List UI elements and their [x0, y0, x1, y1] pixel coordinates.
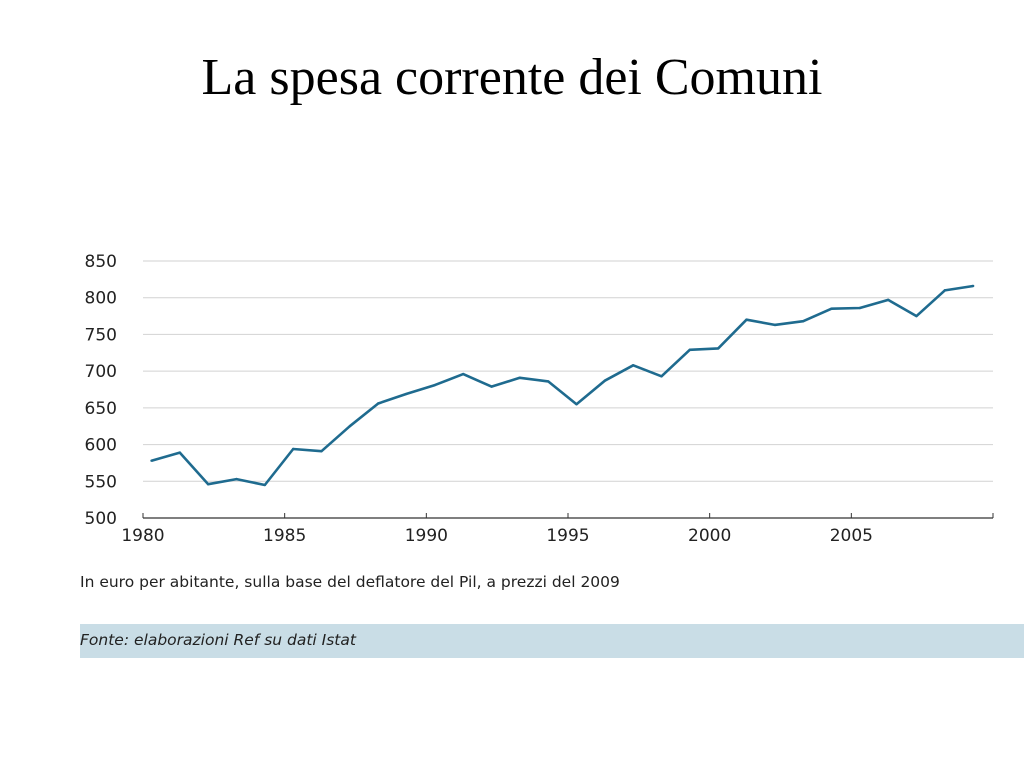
- data-point: [263, 483, 267, 487]
- x-axis: [142, 513, 994, 519]
- data-point: [291, 447, 295, 451]
- data-point: [858, 306, 862, 310]
- data-point: [150, 459, 153, 462]
- x-tick-label: 2005: [830, 526, 873, 546]
- data-point: [348, 425, 352, 428]
- data-point: [320, 449, 323, 453]
- data-point: [405, 392, 408, 396]
- data-point: [603, 379, 607, 382]
- y-tick-label: 550: [85, 472, 117, 492]
- data-point: [886, 298, 890, 302]
- data-point: [206, 483, 210, 486]
- y-tick-label: 650: [85, 399, 117, 419]
- data-point: [943, 289, 947, 292]
- series-line: [151, 284, 974, 487]
- data-point: [546, 380, 550, 383]
- data-point: [376, 402, 380, 405]
- data-point: [575, 402, 578, 406]
- x-tick-label: 1995: [546, 526, 589, 546]
- data-point: [235, 477, 238, 481]
- data-point: [971, 284, 975, 288]
- slide-title: La spesa corrente dei Comuni: [201, 49, 823, 106]
- y-tick-label: 850: [85, 252, 117, 272]
- data-point: [631, 364, 635, 367]
- data-point: [688, 348, 692, 352]
- data-point: [915, 314, 918, 318]
- gridlines: [143, 260, 993, 482]
- data-point: [433, 383, 437, 387]
- series-layer: [150, 284, 975, 487]
- chart-caption: In euro per abitante, sulla base del def…: [80, 573, 620, 591]
- source-note: Fonte: elaborazioni Ref su dati Istat: [80, 631, 356, 649]
- y-tick-label: 500: [85, 509, 117, 529]
- data-point: [660, 375, 663, 378]
- x-tick-label: 1990: [405, 526, 448, 546]
- y-tick-label: 750: [85, 325, 117, 345]
- x-tick-label: 1985: [263, 526, 306, 546]
- x-tick-label: 1980: [121, 526, 164, 546]
- y-axis-tick-labels: 500 550 600 650 700 750 800 850: [85, 252, 117, 529]
- source-bar: Fonte: elaborazioni Ref su dati Istat: [80, 624, 1024, 658]
- data-point: [773, 323, 777, 327]
- x-tick-label: 2000: [688, 526, 731, 546]
- y-tick-label: 600: [85, 436, 117, 456]
- line-chart: 500 550 600 650 700 750 800 850 1980 1985 1990 199…: [85, 252, 994, 546]
- y-tick-label: 700: [85, 362, 117, 382]
- data-point: [801, 320, 805, 323]
- data-point: [490, 385, 493, 388]
- data-point: [830, 307, 833, 310]
- data-point: [716, 347, 720, 350]
- x-axis-tick-labels: 1980 1985 1990 1995 2000 2005: [121, 526, 873, 546]
- data-point: [178, 451, 182, 454]
- data-point: [745, 318, 748, 321]
- y-tick-label: 800: [85, 289, 117, 309]
- data-point: [461, 372, 465, 376]
- data-point: [518, 376, 522, 379]
